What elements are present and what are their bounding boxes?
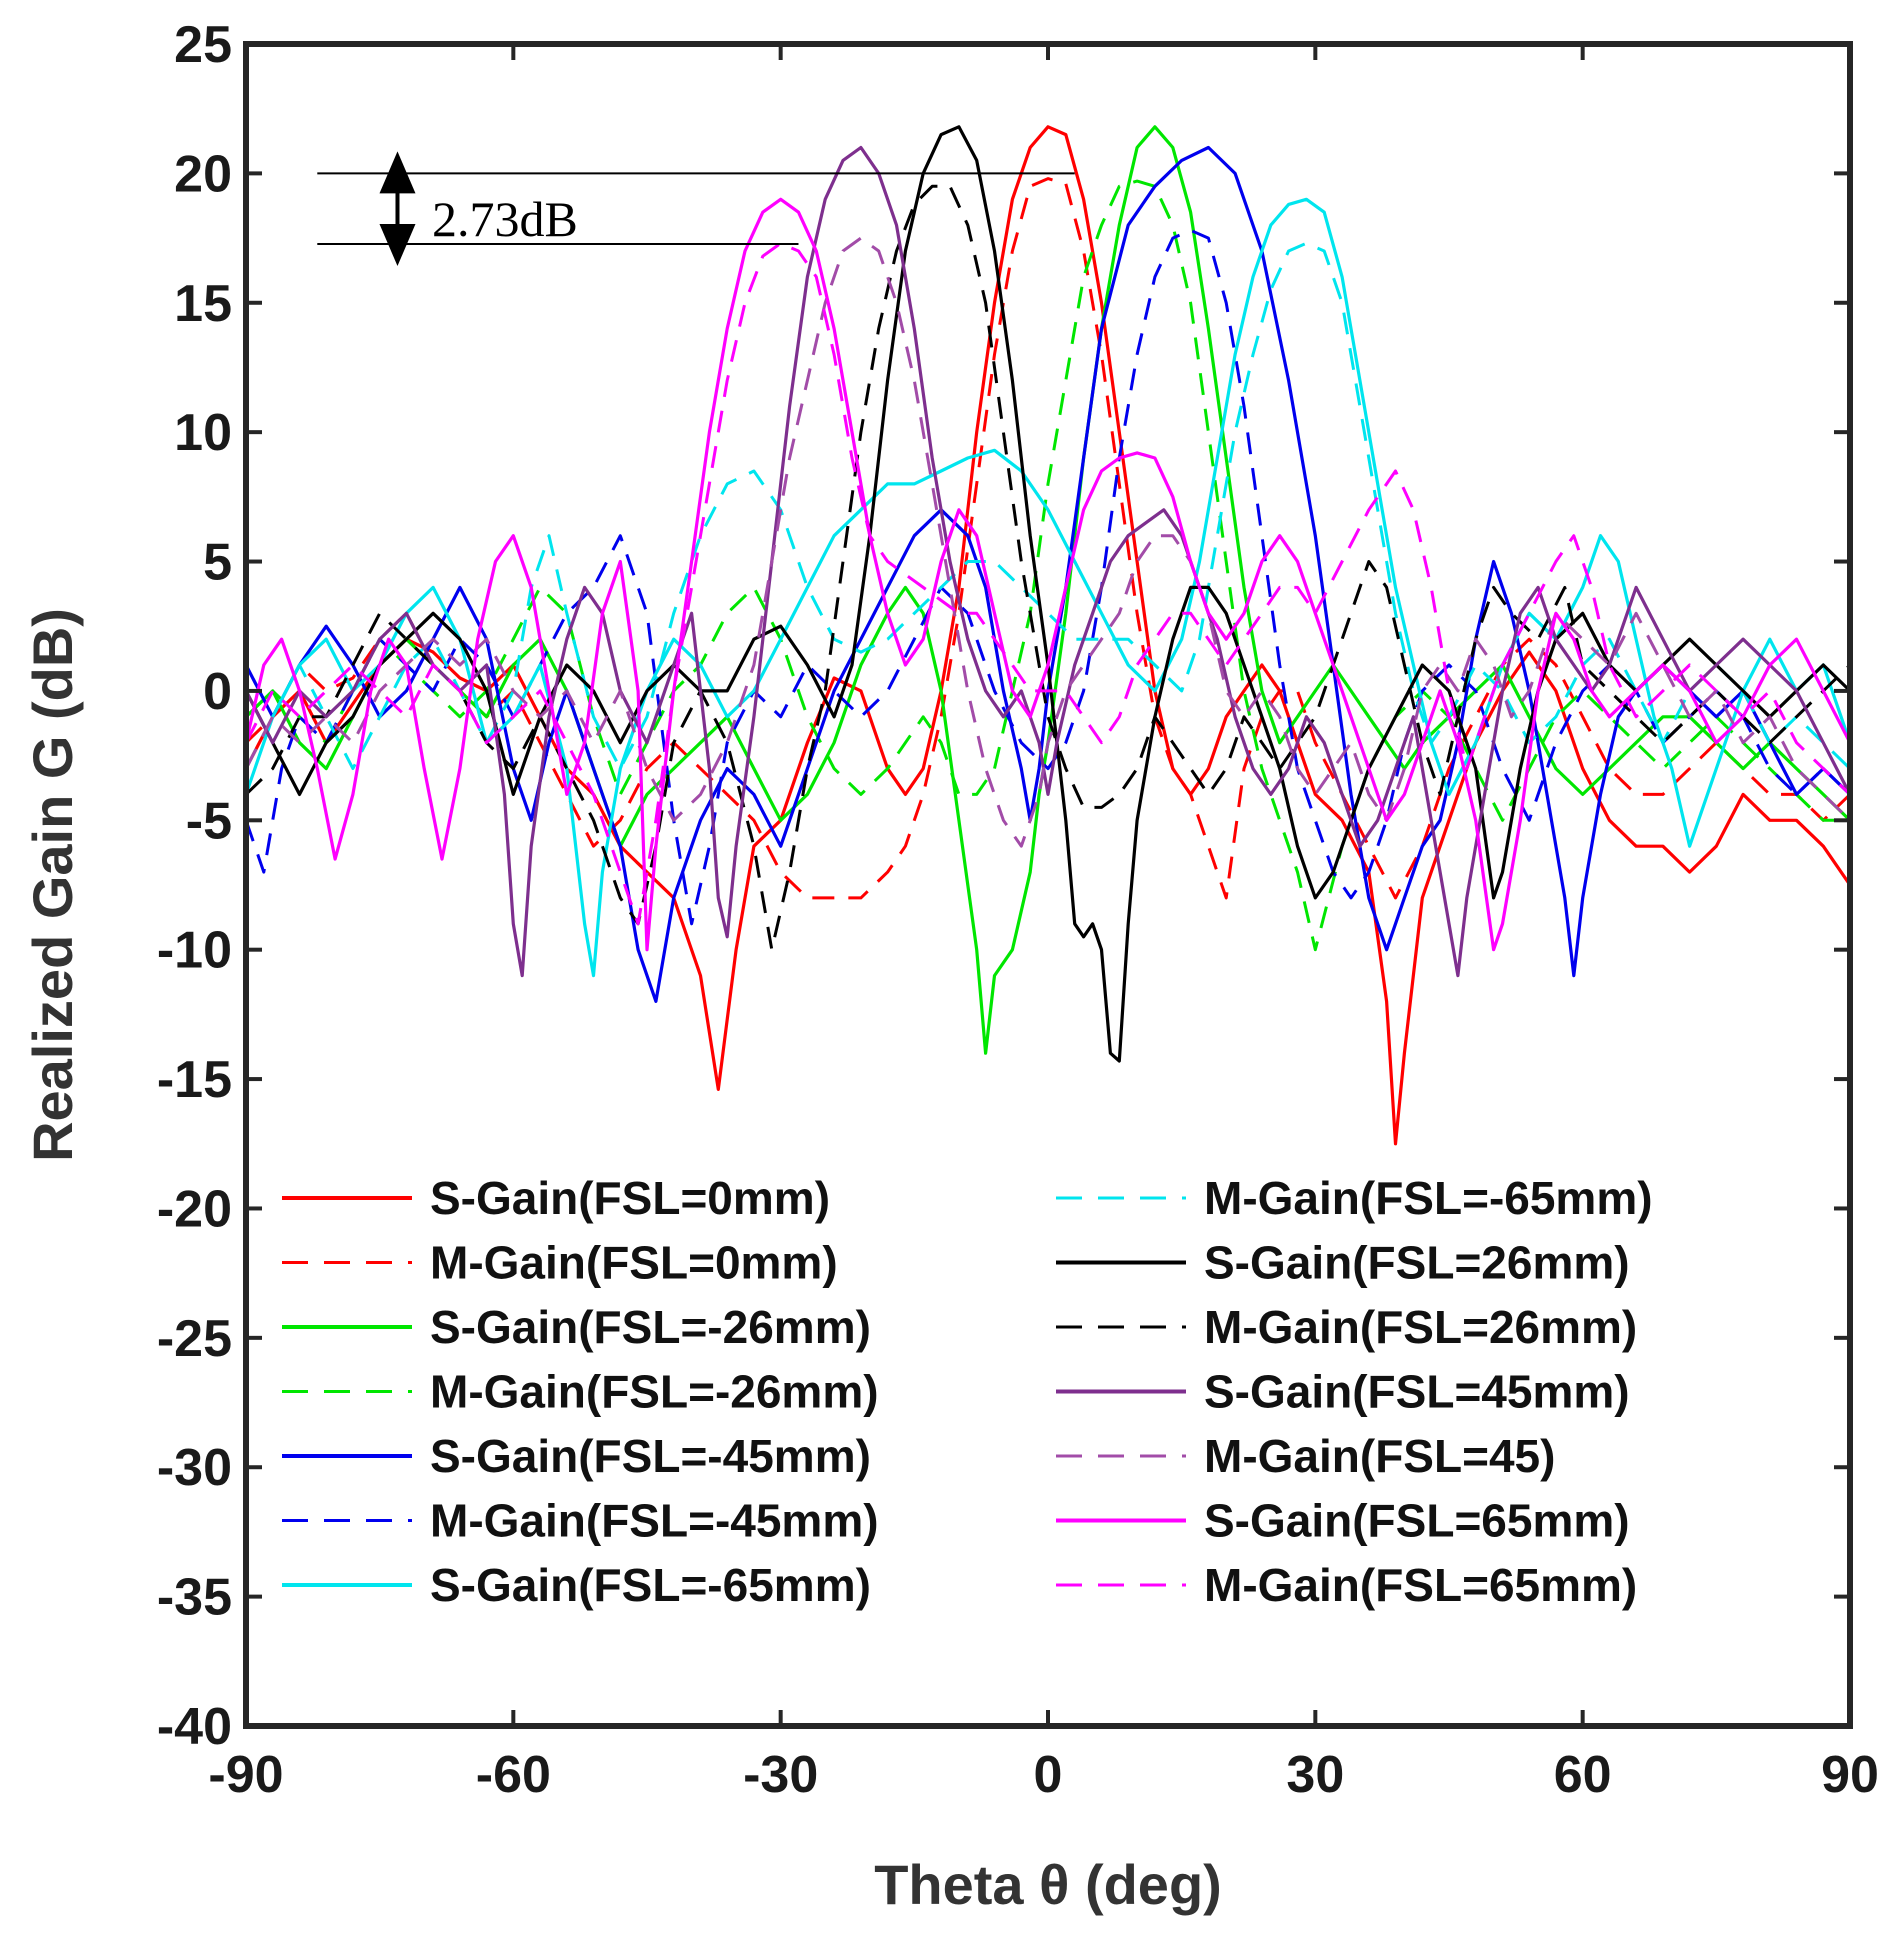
legend-label-1: M-Gain(FSL=0mm)	[430, 1237, 838, 1289]
y-tick-label: -5	[186, 792, 232, 850]
legend-label-12: S-Gain(FSL=65mm)	[1204, 1495, 1630, 1547]
y-tick-label: 25	[174, 16, 232, 74]
x-tick-label: -30	[743, 1746, 818, 1804]
legend-label-10: S-Gain(FSL=45mm)	[1204, 1366, 1630, 1418]
y-axis-title: Realized Gain G (dB)	[21, 608, 84, 1162]
plot-background	[246, 44, 1850, 1726]
y-tick-label: 5	[203, 534, 232, 592]
legend-label-11: M-Gain(FSL=45)	[1204, 1430, 1555, 1482]
legend-label-4: S-Gain(FSL=-45mm)	[430, 1430, 871, 1482]
y-tick-label: -20	[157, 1180, 232, 1238]
series-line-11	[246, 236, 1850, 848]
y-tick-label: 10	[174, 404, 232, 462]
legend-label-7: M-Gain(FSL=-65mm)	[1204, 1172, 1653, 1224]
legend-label-3: M-Gain(FSL=-26mm)	[430, 1366, 879, 1418]
gain-difference-annotation: 2.73dB	[317, 151, 1075, 267]
legend-label-6: S-Gain(FSL=-65mm)	[430, 1559, 871, 1611]
plot-frame	[243, 41, 1853, 1729]
y-tick-label: -25	[157, 1310, 232, 1368]
legend-label-0: S-Gain(FSL=0mm)	[430, 1172, 830, 1224]
y-tick-label: 20	[174, 145, 232, 203]
y-tick-label: -35	[157, 1569, 232, 1627]
x-tick-label: -60	[476, 1746, 551, 1804]
x-tick-label: 60	[1554, 1746, 1612, 1804]
annotation-arrow-down-icon	[379, 224, 416, 267]
series-line-3	[246, 179, 1850, 952]
series-line-13	[246, 241, 1850, 926]
series-line-4	[246, 145, 1850, 1003]
y-tick-label: -15	[157, 1051, 232, 1109]
series-line-9	[246, 184, 1850, 952]
legend-label-5: M-Gain(FSL=-45mm)	[430, 1495, 879, 1547]
legend-label-13: M-Gain(FSL=65mm)	[1204, 1559, 1637, 1611]
annotation-arrow-up-icon	[379, 151, 416, 194]
ticks-layer: -90 -60 -30 0 30 60 90 -40 -35 -30 -25 -20 -15 -10 -5 0…	[157, 16, 1879, 1804]
y-tick-label: -40	[157, 1698, 232, 1756]
series-layer	[246, 125, 1850, 1146]
y-tick-label: 0	[203, 663, 232, 721]
x-tick-label: 0	[1034, 1746, 1063, 1804]
legend-label-9: M-Gain(FSL=26mm)	[1204, 1301, 1637, 1353]
legend-label-8: S-Gain(FSL=26mm)	[1204, 1237, 1630, 1289]
x-tick-label: 30	[1286, 1746, 1344, 1804]
legend: S-Gain(FSL=0mm) M-Gain(FSL=0mm) S-Gain(FSL…	[282, 1172, 1653, 1611]
y-tick-label: 15	[174, 275, 232, 333]
annotation-label: 2.73dB	[432, 191, 578, 247]
x-tick-label: 90	[1821, 1746, 1879, 1804]
x-tick-label: -90	[208, 1746, 283, 1804]
y-tick-label: -30	[157, 1439, 232, 1497]
y-tick-label: -10	[157, 922, 232, 980]
legend-label-2: S-Gain(FSL=-26mm)	[430, 1301, 871, 1353]
series-line-8	[246, 125, 1850, 1063]
x-axis-title: Theta θ (deg)	[874, 1853, 1222, 1916]
